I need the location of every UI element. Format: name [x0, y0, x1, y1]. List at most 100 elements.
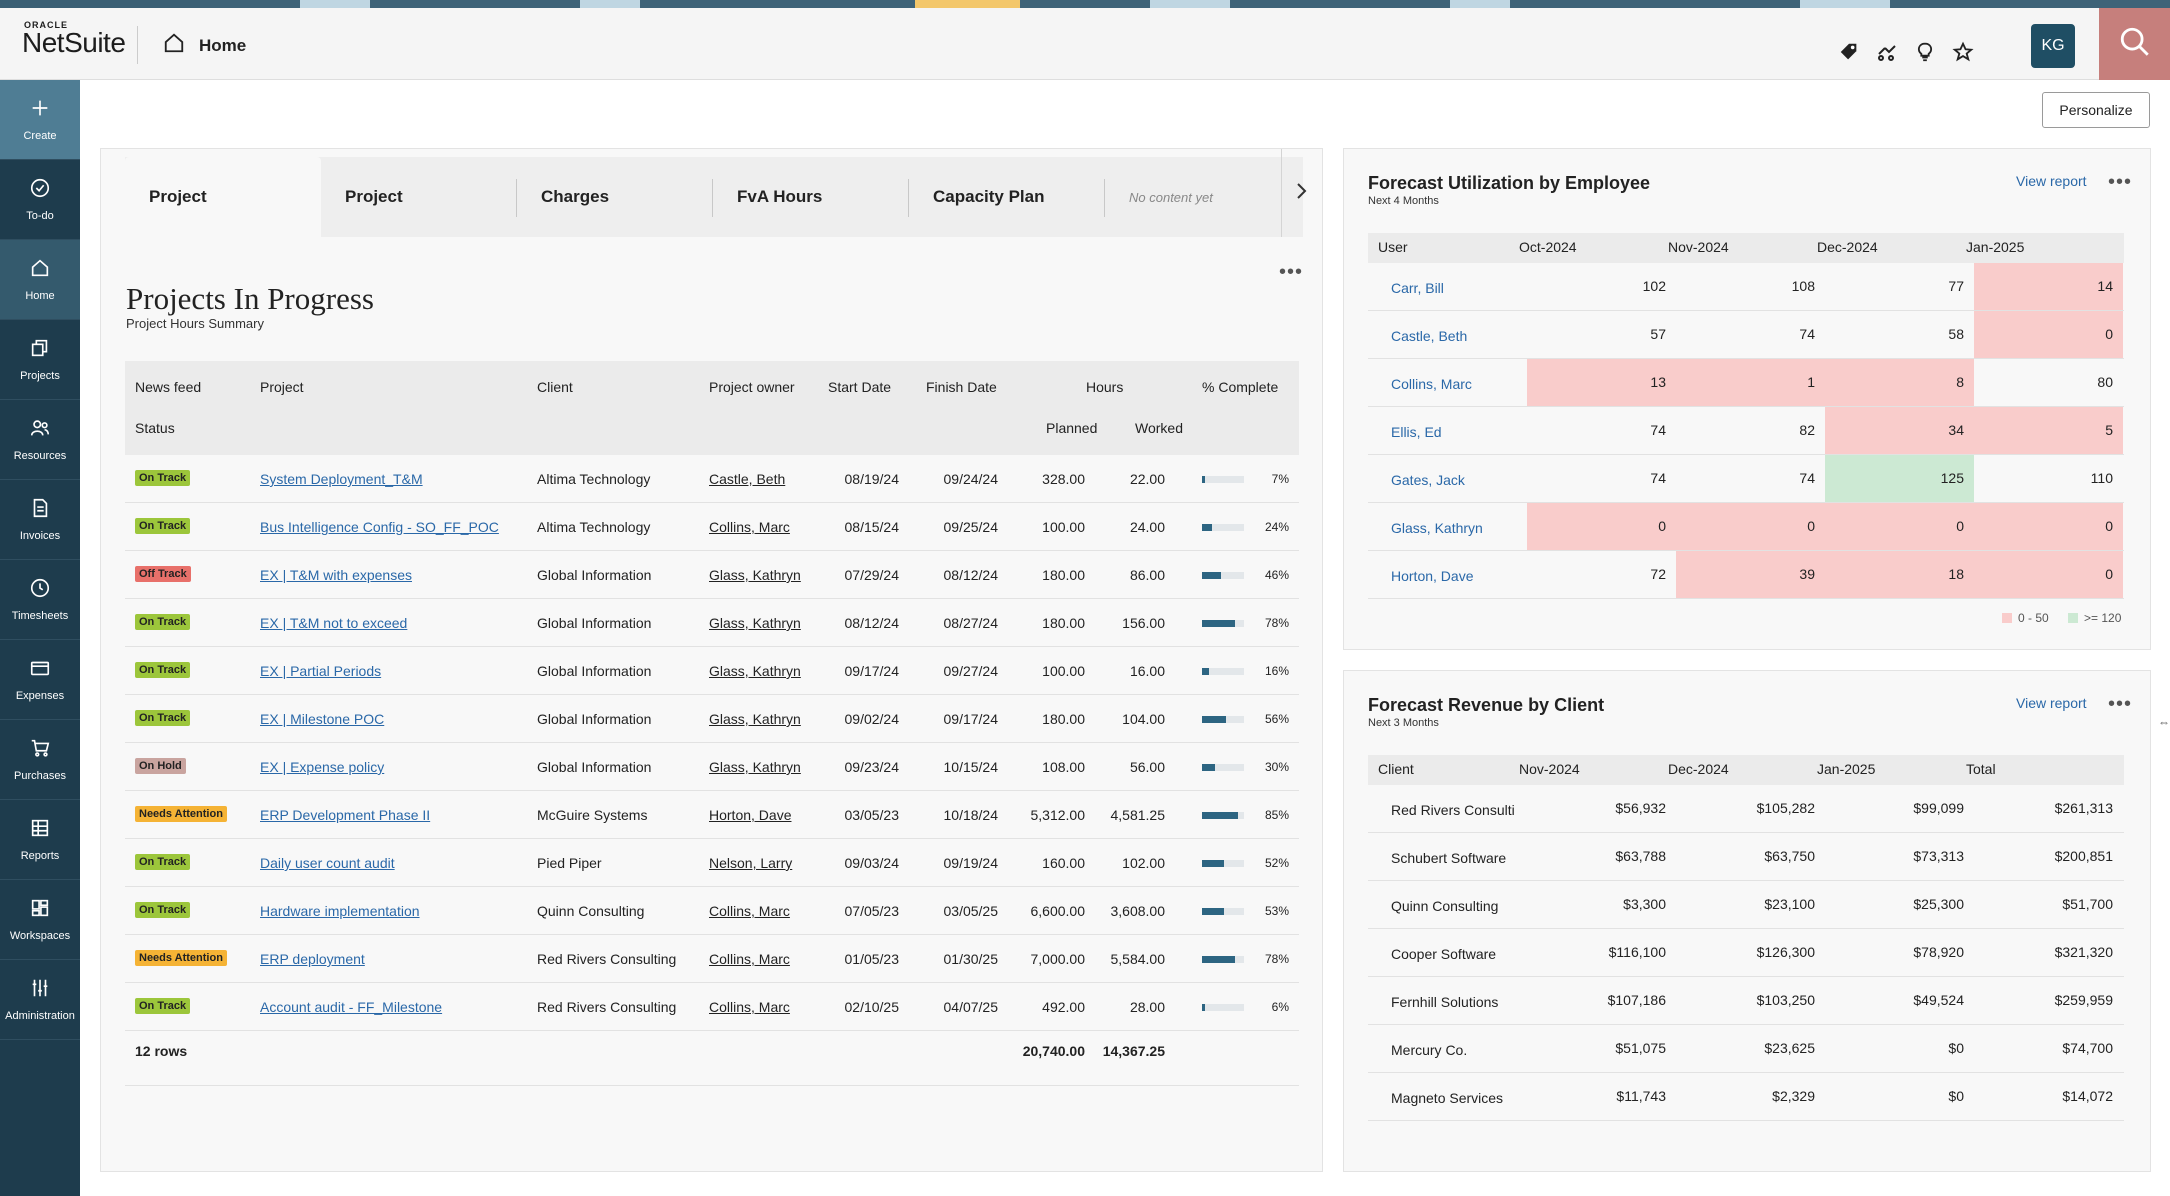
header-news-feed[interactable]: News feed	[135, 379, 202, 395]
revenue-cell: $3,300	[1623, 896, 1666, 912]
revenue-cell: $200,851	[2054, 848, 2113, 864]
tab-scroll-right[interactable]	[1281, 149, 1321, 237]
header-client[interactable]: Client	[537, 379, 573, 395]
utilization-col-header[interactable]: Dec-2024	[1817, 239, 1878, 255]
netsuite-logo[interactable]: ORACLE NetSuite	[22, 20, 126, 57]
utilization-col-header[interactable]: Nov-2024	[1668, 239, 1729, 255]
owner-link[interactable]: Castle, Beth	[709, 471, 786, 487]
project-link[interactable]: ERP Development Phase II	[260, 807, 431, 823]
project-link[interactable]: EX | T&M not to exceed	[260, 615, 408, 631]
employee-link[interactable]: Collins, Marc	[1391, 376, 1472, 392]
sidebar-item-home[interactable]: Home	[0, 240, 80, 320]
owner-link[interactable]: Glass, Kathryn	[709, 711, 801, 727]
tab-2[interactable]: Charges	[517, 157, 713, 237]
header-status[interactable]: Status	[135, 420, 175, 436]
avatar[interactable]: KG	[2031, 24, 2075, 68]
utilization-col-header[interactable]: Jan-2025	[1966, 239, 2025, 255]
owner-link[interactable]: Horton, Dave	[709, 807, 792, 823]
tab-4[interactable]: Capacity Plan	[909, 157, 1105, 237]
header-finish-date[interactable]: Finish Date	[926, 379, 997, 395]
sidebar-item-resources[interactable]: Resources	[0, 400, 80, 480]
employee-link[interactable]: Carr, Bill	[1391, 280, 1444, 296]
project-link[interactable]: EX | Milestone POC	[260, 711, 385, 727]
project-link[interactable]: EX | Expense policy	[260, 759, 385, 775]
project-link[interactable]: Account audit - FF_Milestone	[260, 999, 443, 1015]
project-link[interactable]: Daily user count audit	[260, 855, 395, 871]
utilization-col-header[interactable]: Oct-2024	[1519, 239, 1577, 255]
utilization-row: Gates, Jack 74 74 125 110	[1368, 455, 2124, 503]
sidebar-item-todo[interactable]: To-do	[0, 160, 80, 240]
project-link[interactable]: System Deployment_T&M	[260, 471, 423, 487]
employee-link[interactable]: Glass, Kathryn	[1391, 520, 1483, 536]
revenue-cell: $261,313	[2054, 800, 2113, 816]
project-link[interactable]: EX | T&M with expenses	[260, 567, 412, 583]
sidebar-item-workspaces[interactable]: Workspaces	[0, 880, 80, 960]
sidebar-item-projects[interactable]: Projects	[0, 320, 80, 400]
owner-link[interactable]: Glass, Kathryn	[709, 759, 801, 775]
projects-more-icon[interactable]: •••	[1279, 261, 1304, 283]
sidebar-item-administration[interactable]: Administration	[0, 960, 80, 1040]
revenue-col-header[interactable]: Dec-2024	[1668, 761, 1729, 777]
tag-icon[interactable]	[1830, 32, 1868, 72]
revenue-row: Magneto Services $11,743 $2,329 $0 $14,072	[1368, 1073, 2124, 1121]
revenue-col-header[interactable]: Jan-2025	[1817, 761, 1876, 777]
header-worked[interactable]: Worked	[1135, 420, 1183, 436]
owner-link[interactable]: Glass, Kathryn	[709, 567, 801, 583]
tab-1[interactable]: Project	[321, 157, 517, 237]
project-link[interactable]: EX | Partial Periods	[260, 663, 382, 679]
revenue-cell: $51,700	[2062, 896, 2113, 912]
utilization-more-icon[interactable]: •••	[2108, 171, 2133, 193]
sidebar-item-reports[interactable]: Reports	[0, 800, 80, 880]
client-name: Schubert Software	[1391, 850, 1507, 866]
sidebar-item-purchases[interactable]: Purchases	[0, 720, 80, 800]
tab-0[interactable]: Project	[125, 157, 321, 237]
sidebar-item-timesheets[interactable]: Timesheets	[0, 560, 80, 640]
sidebar-item-create[interactable]: Create	[0, 80, 80, 160]
breadcrumb-home[interactable]: Home	[199, 35, 247, 55]
revenue-col-header[interactable]: Total	[1966, 761, 1996, 777]
employee-link[interactable]: Horton, Dave	[1391, 568, 1474, 584]
owner-link[interactable]: Collins, Marc	[709, 519, 790, 535]
header-project[interactable]: Project	[260, 379, 304, 395]
star-icon[interactable]	[1944, 32, 1982, 72]
sidebar-item-expenses[interactable]: Expenses	[0, 640, 80, 720]
search-button[interactable]	[2099, 8, 2170, 80]
worked-cell: 3,608.00	[1110, 903, 1166, 919]
utilization-cell: 5	[1974, 407, 2123, 454]
revenue-more-icon[interactable]: •••	[2108, 693, 2133, 715]
project-link[interactable]: Bus Intelligence Config - SO_FF_POC	[260, 519, 499, 535]
utilization-view-report-link[interactable]: View report	[2016, 173, 2087, 189]
owner-link[interactable]: Collins, Marc	[709, 999, 790, 1015]
owner-link[interactable]: Glass, Kathryn	[709, 663, 801, 679]
owner-link[interactable]: Collins, Marc	[709, 951, 790, 967]
employee-link[interactable]: Gates, Jack	[1391, 472, 1465, 488]
utilization-col-header[interactable]: User	[1378, 239, 1408, 255]
header-planned[interactable]: Planned	[1046, 420, 1098, 436]
owner-link[interactable]: Glass, Kathryn	[709, 615, 801, 631]
tab-3[interactable]: FvA Hours	[713, 157, 909, 237]
revenue-view-report-link[interactable]: View report	[2016, 695, 2087, 711]
revenue-col-header[interactable]: Client	[1378, 761, 1414, 777]
owner-link[interactable]: Collins, Marc	[709, 903, 790, 919]
sidebar-item-label: Timesheets	[11, 610, 69, 622]
employee-link[interactable]: Ellis, Ed	[1391, 424, 1442, 440]
header-owner[interactable]: Project owner	[709, 379, 795, 395]
owner-link[interactable]: Nelson, Larry	[709, 855, 793, 871]
table-row: Needs Attention ERP Development Phase II M…	[125, 791, 1299, 839]
personalize-button[interactable]: Personalize	[2042, 92, 2150, 128]
recent-records-icon[interactable]	[1868, 32, 1906, 72]
employee-link[interactable]: Castle, Beth	[1391, 328, 1468, 344]
utilization-cell: 102	[1642, 278, 1666, 294]
header-start-date[interactable]: Start Date	[828, 379, 892, 395]
sidebar-item-invoices[interactable]: Invoices	[0, 480, 80, 560]
header-hours[interactable]: Hours	[1086, 379, 1124, 395]
project-link[interactable]: ERP deployment	[260, 951, 365, 967]
resize-handle-icon[interactable]: ⇔	[2158, 715, 2170, 729]
worked-cell: 5,584.00	[1110, 951, 1166, 967]
revenue-cell: $14,072	[2062, 1088, 2113, 1104]
project-link[interactable]: Hardware implementation	[260, 903, 420, 919]
revenue-col-header[interactable]: Nov-2024	[1519, 761, 1580, 777]
lightbulb-icon[interactable]	[1906, 32, 1944, 72]
breadcrumb[interactable]: Home	[163, 32, 246, 59]
header-complete[interactable]: % Complete	[1202, 379, 1279, 395]
